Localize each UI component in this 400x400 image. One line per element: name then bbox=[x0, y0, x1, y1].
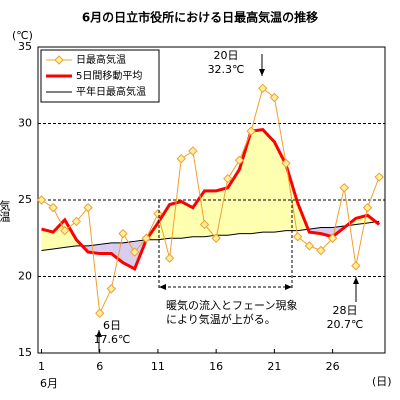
x-tick-label: 26 bbox=[326, 360, 340, 373]
point-marker bbox=[106, 284, 117, 294]
point-marker bbox=[223, 173, 233, 184]
annotation: 20.7℃ bbox=[327, 318, 364, 331]
fill-area bbox=[99, 242, 112, 254]
x-tick-label: 21 bbox=[267, 360, 281, 373]
point-marker bbox=[48, 202, 58, 213]
arrow-head bbox=[353, 277, 359, 284]
point-marker bbox=[95, 308, 105, 318]
point-marker bbox=[60, 225, 70, 236]
x-tick-label: 11 bbox=[151, 360, 165, 373]
fill-area bbox=[181, 201, 193, 239]
annotation: 6日 bbox=[103, 319, 121, 332]
fill-area bbox=[262, 129, 275, 233]
annotation: 20日 bbox=[214, 49, 239, 62]
y-tick-label: 25 bbox=[18, 193, 32, 206]
point-marker bbox=[269, 92, 280, 103]
x-tick-label: 6 bbox=[96, 360, 103, 373]
point-marker bbox=[36, 195, 47, 205]
y-axis-label: 気温 bbox=[0, 199, 11, 222]
x-tick-label: 16 bbox=[209, 360, 223, 373]
series-line bbox=[41, 220, 380, 251]
point-marker bbox=[339, 183, 349, 193]
point-marker bbox=[164, 253, 175, 263]
y-tick-label: 20 bbox=[18, 270, 32, 283]
point-marker bbox=[141, 233, 151, 243]
point-marker bbox=[153, 209, 163, 219]
note-box bbox=[160, 297, 300, 331]
point-marker bbox=[211, 233, 221, 243]
point-marker bbox=[316, 245, 326, 256]
point-marker bbox=[246, 126, 256, 136]
annotation: 28日 bbox=[333, 304, 358, 317]
fill-area bbox=[251, 129, 263, 234]
x-tick-label: 1 bbox=[38, 360, 45, 373]
point-marker bbox=[327, 233, 338, 243]
point-marker bbox=[292, 232, 303, 242]
y-tick-label: 30 bbox=[18, 117, 32, 130]
fill-area bbox=[41, 229, 54, 251]
x-unit: (日) bbox=[372, 375, 392, 388]
legend-label: 平年日最高気温 bbox=[76, 85, 146, 98]
point-marker bbox=[176, 153, 186, 164]
arrow-head bbox=[159, 284, 166, 290]
annotation: 暖気の流入とフェーン現象 bbox=[166, 298, 297, 312]
legend-marker bbox=[54, 55, 64, 65]
annotation: 17.6℃ bbox=[94, 333, 131, 346]
y-unit: (℃) bbox=[12, 29, 33, 42]
fill-area bbox=[53, 219, 65, 249]
legend-label: 5日間移動平均 bbox=[76, 69, 142, 82]
y-tick-label: 15 bbox=[18, 346, 32, 359]
point-marker bbox=[234, 155, 245, 165]
fill-area bbox=[204, 190, 217, 237]
point-marker bbox=[71, 216, 82, 227]
point-marker bbox=[304, 241, 315, 251]
point-marker bbox=[118, 228, 128, 239]
point-marker bbox=[129, 247, 140, 257]
point-marker bbox=[258, 83, 268, 94]
x-month: 6月 bbox=[40, 377, 58, 390]
arrow-head bbox=[285, 284, 292, 290]
point-marker bbox=[83, 202, 93, 213]
point-marker bbox=[188, 146, 198, 156]
point-marker bbox=[374, 172, 384, 182]
point-marker bbox=[199, 219, 210, 230]
point-marker bbox=[281, 158, 291, 168]
y-tick-label: 35 bbox=[18, 40, 32, 53]
annotation: により気温が上がる。 bbox=[166, 312, 276, 326]
series-line bbox=[41, 128, 381, 271]
annotation: 32.3℃ bbox=[208, 63, 245, 76]
point-marker bbox=[362, 202, 373, 213]
fill-area bbox=[157, 204, 170, 240]
fill-area bbox=[239, 131, 252, 234]
chart-title: 6月の日立市役所における日最高気温の推移 bbox=[82, 10, 318, 25]
arrow-head bbox=[259, 69, 265, 76]
point-marker bbox=[351, 261, 361, 271]
arrow-head bbox=[96, 330, 102, 337]
legend-label: 日最高気温 bbox=[76, 53, 126, 66]
